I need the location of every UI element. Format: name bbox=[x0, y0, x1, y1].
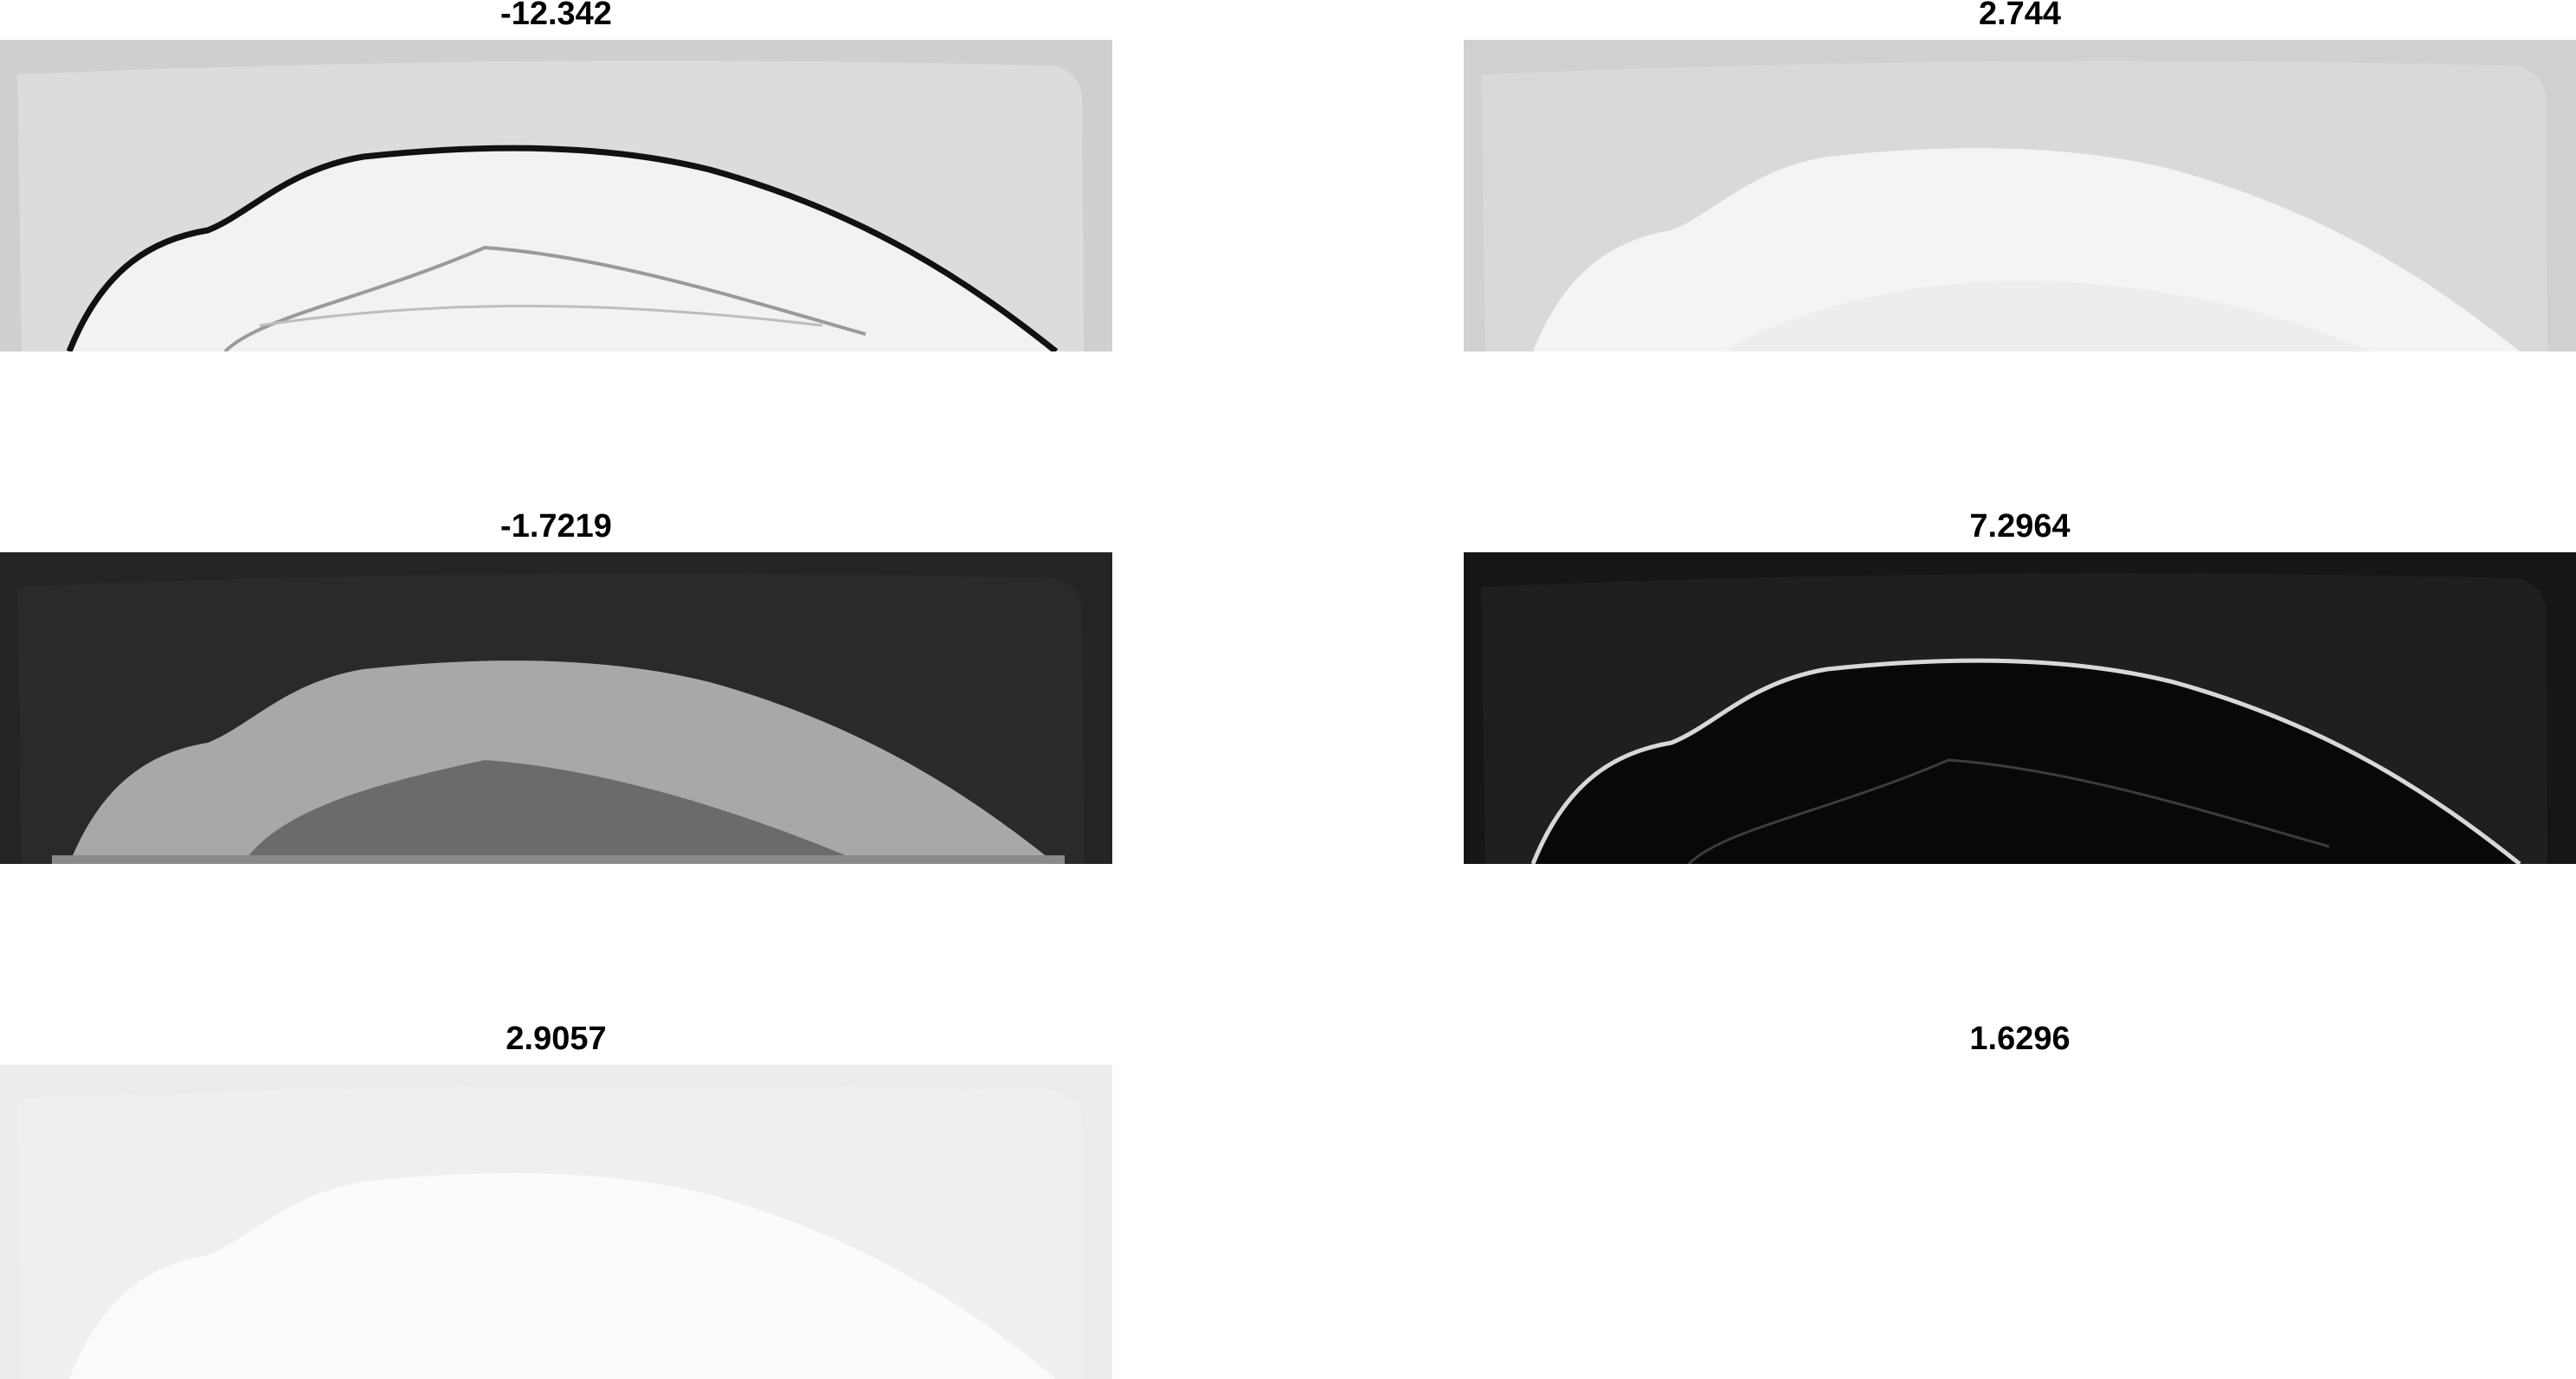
panel-6-title: 1.6296 bbox=[1969, 1021, 2070, 1057]
panel-3-image bbox=[0, 552, 1112, 864]
panel-2-image bbox=[1464, 40, 2576, 351]
panel-1-head bbox=[69, 148, 1056, 351]
panel-2-inner bbox=[1723, 280, 2373, 351]
panel-3-inner-dark bbox=[242, 760, 866, 864]
panel-3-bottom-band bbox=[52, 855, 1065, 864]
panel-4-contour bbox=[1530, 658, 2521, 864]
panel-1-contour bbox=[66, 145, 1059, 351]
panel-1-inner-edge bbox=[223, 245, 866, 351]
panel-4-head bbox=[1533, 661, 2520, 864]
panel-2-head bbox=[1533, 148, 2520, 351]
panel-1-title: -12.342 bbox=[500, 0, 612, 32]
panel-3-title: -1.7219 bbox=[500, 508, 612, 545]
panel-2-title: 2.744 bbox=[1978, 0, 2062, 32]
panel-5-head bbox=[69, 1173, 1056, 1379]
panel-5-image bbox=[0, 1065, 1112, 1379]
panel-4-image bbox=[1464, 552, 2576, 864]
panel-4-title: 7.2964 bbox=[1969, 508, 2070, 545]
panel-1-inner-edge-2 bbox=[259, 305, 823, 327]
panel-5-title: 2.9057 bbox=[506, 1021, 607, 1057]
panel-6-image-empty bbox=[1464, 1065, 2576, 1379]
panel-1-image bbox=[0, 40, 1112, 351]
panel-4-inner-edge bbox=[1687, 758, 2330, 864]
